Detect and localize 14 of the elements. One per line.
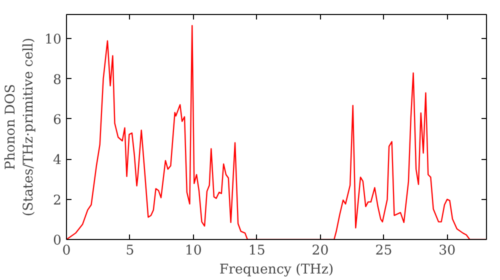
x-tick-label: 10: [184, 244, 202, 258]
y-axis-title: Phonon DOS (States/THz·primitive cell): [4, 38, 37, 216]
x-axis-title: Frequency (THz): [219, 262, 334, 278]
x-tick-label: 30: [438, 244, 456, 258]
x-tick-label: 25: [375, 244, 392, 258]
x-tick-label: 15: [248, 244, 266, 258]
y-tick-label: 6: [53, 112, 62, 128]
y-tick-label: 10: [44, 32, 62, 48]
y-tick-label: 0: [53, 234, 62, 248]
x-tick-label: 20: [312, 244, 329, 258]
y-tick-label: 4: [53, 153, 62, 168]
x-tick-label: 5: [126, 244, 134, 258]
y-tick-label: 2: [53, 193, 62, 208]
y-tick-label: 8: [53, 72, 62, 88]
